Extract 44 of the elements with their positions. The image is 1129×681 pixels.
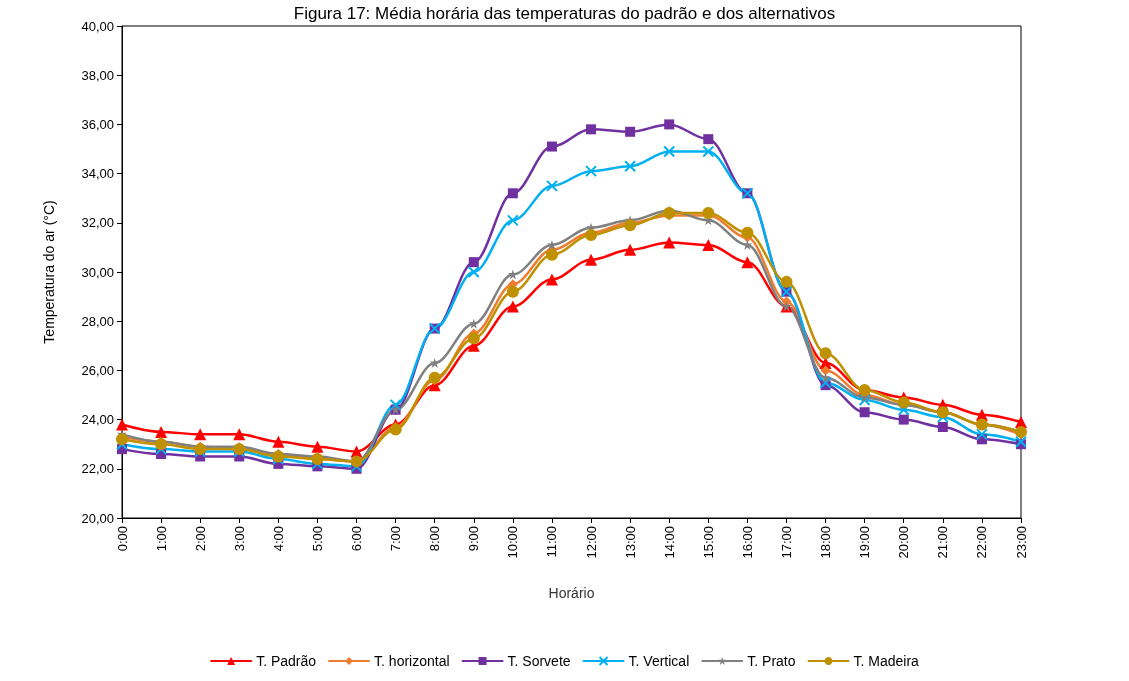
x-tick-label: 19:00	[857, 526, 873, 559]
x-tick-label: 0:00	[114, 526, 130, 552]
x-tick-label: 5:00	[309, 526, 325, 552]
y-tick-label: 26,00	[81, 362, 114, 378]
x-tick-label: 10:00	[505, 526, 521, 559]
y-tick-label: 34,00	[81, 166, 114, 182]
x-tick-label: 15:00	[700, 526, 716, 559]
legend-label: T. Sorvete	[507, 653, 571, 669]
y-axis-title: Temperatura do ar (°C)	[41, 200, 57, 344]
legend-label: T. Vertical	[628, 653, 690, 669]
legend-label: T. Madeira	[853, 653, 920, 669]
x-tick-label: 12:00	[583, 526, 599, 559]
x-tick-label: 20:00	[896, 526, 912, 559]
x-tick-label: 3:00	[231, 526, 247, 552]
x-tick-label: 16:00	[739, 526, 755, 559]
legend-label: T. horizontal	[374, 653, 450, 669]
x-tick-label: 11:00	[544, 526, 560, 558]
y-tick-label: 38,00	[81, 67, 114, 83]
y-tick-label: 20,00	[81, 510, 114, 526]
x-tick-label: 17:00	[778, 526, 794, 559]
x-tick-label: 1:00	[153, 526, 169, 552]
x-tick-label: 8:00	[427, 526, 443, 552]
y-tick-label: 32,00	[81, 215, 114, 231]
x-tick-label: 7:00	[388, 526, 404, 552]
x-tick-label: 21:00	[935, 526, 951, 559]
y-tick-label: 22,00	[81, 461, 114, 477]
x-tick-label: 13:00	[622, 526, 638, 559]
x-tick-label: 18:00	[818, 526, 834, 559]
x-tick-label: 6:00	[349, 526, 365, 552]
y-tick-label: 40,00	[81, 18, 114, 34]
x-tick-label: 4:00	[270, 526, 286, 552]
x-tick-label: 23:00	[1013, 526, 1029, 559]
x-axis-title: Horário	[548, 585, 595, 601]
legend-label: T. Prato	[747, 653, 796, 669]
legend-label: T. Padrão	[256, 653, 317, 669]
y-tick-label: 24,00	[81, 412, 114, 428]
x-tick-label: 9:00	[466, 526, 482, 552]
y-tick-label: 28,00	[81, 313, 114, 329]
x-tick-label: 2:00	[192, 526, 208, 552]
x-tick-label: 22:00	[974, 526, 990, 559]
y-tick-label: 30,00	[81, 264, 114, 280]
chart-title: Figura 17: Média horária das temperaturas do padrão e dos alternativos	[293, 4, 836, 23]
x-tick-label: 14:00	[661, 526, 677, 559]
y-tick-label: 36,00	[81, 116, 114, 132]
